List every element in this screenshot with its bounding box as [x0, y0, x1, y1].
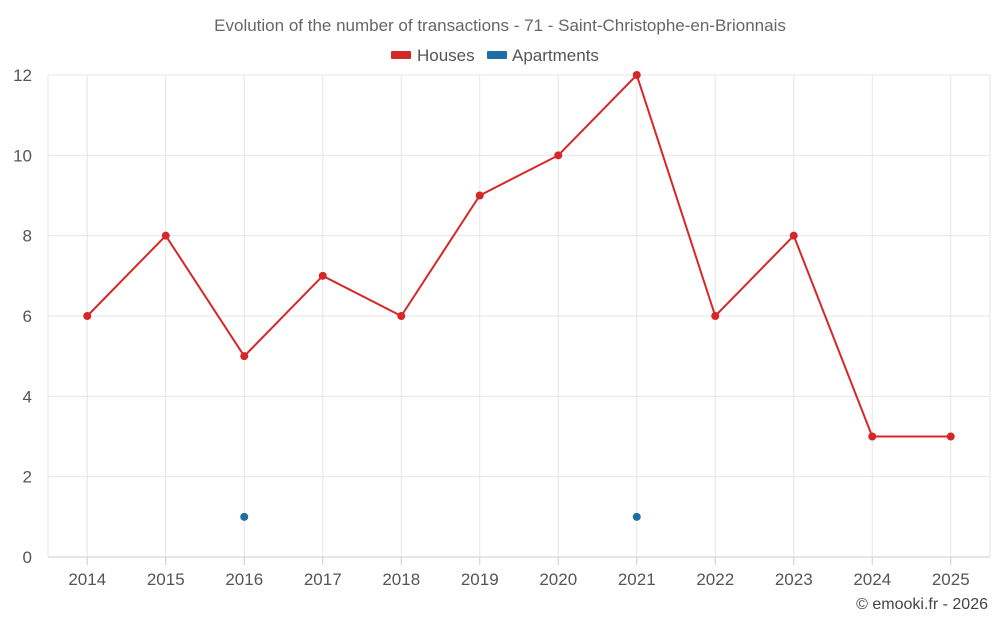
grid — [47, 74, 991, 565]
y-tick-label: 2 — [23, 468, 32, 487]
legend-label-apartments[interactable]: Apartments — [512, 46, 599, 65]
series-apartments — [240, 512, 641, 521]
data-point-houses[interactable] — [475, 191, 484, 200]
x-axis-ticks: 2014 2015 2016 2017 2018 2019 2020 2021 2022 2023… — [68, 570, 969, 589]
y-axis-ticks: 0 2 4 6 8 10 12 — [13, 66, 32, 567]
data-point-apartments[interactable] — [632, 512, 641, 521]
data-point-houses[interactable] — [554, 151, 563, 160]
credit-text: © emooki.fr - 2026 — [856, 596, 988, 613]
series-line-houses — [86, 73, 951, 438]
x-tick-label: 2019 — [461, 570, 499, 589]
x-tick-label: 2016 — [225, 570, 263, 589]
data-point-houses[interactable] — [868, 432, 877, 441]
data-point-houses[interactable] — [946, 432, 955, 441]
y-tick-label: 6 — [23, 307, 32, 326]
x-tick-label: 2014 — [68, 570, 106, 589]
x-tick-label: 2023 — [775, 570, 813, 589]
x-tick-label: 2021 — [618, 570, 656, 589]
x-tick-label: 2018 — [382, 570, 420, 589]
x-tick-label: 2015 — [147, 570, 185, 589]
x-tick-label: 2017 — [304, 570, 342, 589]
series-houses — [83, 71, 955, 441]
chart-title: Evolution of the number of transactions … — [214, 16, 786, 35]
legend-label-houses[interactable]: Houses — [417, 46, 475, 65]
x-tick-label: 2020 — [539, 570, 577, 589]
data-point-houses[interactable] — [83, 312, 92, 320]
data-point-houses[interactable] — [711, 312, 720, 320]
y-tick-label: 10 — [13, 146, 32, 165]
y-tick-label: 8 — [23, 227, 32, 246]
y-tick-label: 12 — [13, 66, 32, 85]
legend-swatch-houses — [391, 51, 411, 59]
x-tick-label: 2022 — [696, 570, 734, 589]
y-tick-label: 0 — [23, 548, 32, 567]
legend: Houses Apartments — [391, 46, 599, 65]
data-point-houses[interactable] — [318, 271, 327, 280]
data-point-houses[interactable] — [632, 71, 641, 79]
data-point-houses[interactable] — [397, 312, 406, 320]
y-tick-label: 4 — [23, 387, 32, 406]
data-point-houses[interactable] — [789, 231, 798, 240]
series — [83, 71, 955, 521]
x-tick-label: 2025 — [932, 570, 970, 589]
data-point-apartments[interactable] — [240, 512, 249, 521]
legend-swatch-apartments — [487, 51, 507, 59]
x-tick-label: 2024 — [853, 570, 891, 589]
data-point-houses[interactable] — [240, 352, 249, 361]
data-point-houses[interactable] — [161, 231, 170, 240]
